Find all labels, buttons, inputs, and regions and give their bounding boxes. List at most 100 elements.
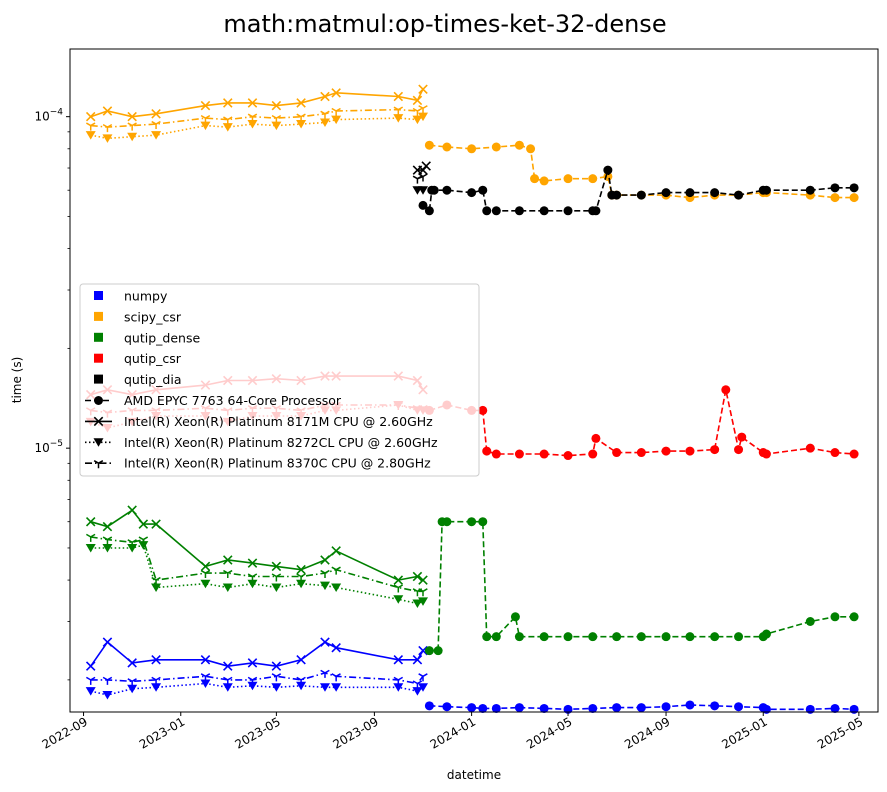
data-point: [412, 107, 423, 117]
data-point: [102, 676, 113, 685]
data-point: [85, 111, 96, 122]
data-point: [393, 106, 404, 115]
data-point: [102, 637, 113, 647]
data-point: [612, 448, 622, 458]
data-point: [85, 687, 96, 696]
series-scipy_csr: [85, 112, 429, 143]
data-point: [296, 120, 307, 129]
series-qutip_dia: [418, 165, 859, 216]
data-point: [563, 451, 573, 461]
legend-item: Intel(R) Xeon(R) Platinum 8370C CPU @ 2.…: [85, 456, 431, 471]
data-point: [102, 106, 113, 116]
data-point: [247, 120, 258, 129]
legend-swatch: [94, 353, 103, 363]
data-point: [442, 142, 452, 152]
data-point: [296, 98, 306, 108]
data-point: [151, 683, 162, 692]
data-point: [102, 536, 113, 545]
data-point: [127, 684, 138, 694]
data-point: [514, 449, 524, 459]
series-numpy: [424, 700, 859, 714]
data-point: [320, 669, 330, 678]
data-point: [102, 134, 113, 143]
data-point: [588, 703, 598, 713]
data-point: [467, 144, 477, 154]
data-point: [661, 188, 671, 198]
data-point: [151, 576, 161, 586]
legend-swatch: [94, 374, 103, 384]
data-point: [761, 449, 771, 459]
data-point: [151, 120, 161, 130]
data-point: [200, 673, 211, 682]
data-point: [442, 517, 452, 527]
data-point: [710, 632, 720, 642]
data-point: [271, 100, 282, 111]
legend-item: scipy_csr: [94, 309, 182, 324]
data-point: [200, 654, 211, 665]
data-point: [127, 658, 137, 668]
data-point: [412, 687, 423, 696]
series-line: [429, 389, 855, 457]
data-point: [102, 691, 113, 700]
data-point: [223, 555, 233, 565]
data-point: [661, 446, 671, 456]
data-point: [849, 612, 859, 622]
data-point: [247, 98, 258, 108]
data-point: [805, 443, 815, 453]
data-point: [151, 109, 161, 119]
data-point: [418, 200, 428, 210]
data-point: [412, 599, 423, 608]
series-qutip_dia: [412, 161, 431, 175]
data-point: [85, 543, 96, 553]
data-point: [514, 140, 524, 150]
data-point: [478, 517, 488, 527]
data-point: [805, 185, 815, 195]
data-point: [418, 597, 429, 606]
data-point: [200, 100, 211, 111]
data-point: [296, 579, 307, 589]
series-qutip_dense: [424, 517, 859, 656]
data-point: [247, 676, 258, 685]
data-point: [393, 595, 404, 604]
plot-frame: [69, 48, 879, 713]
data-point: [530, 174, 540, 184]
data-point: [612, 632, 622, 642]
data-point: [761, 629, 771, 639]
data-point: [331, 107, 341, 117]
data-point: [319, 118, 330, 128]
data-point: [296, 113, 306, 122]
data-point: [247, 558, 258, 568]
data-point: [563, 174, 573, 184]
data-point: [127, 678, 137, 687]
data-point: [412, 115, 423, 125]
data-point: [85, 131, 96, 140]
data-point: [85, 122, 96, 131]
data-point: [539, 176, 549, 186]
data-point: [127, 132, 138, 142]
data-point: [442, 702, 452, 712]
data-point: [247, 658, 258, 668]
data-point: [636, 703, 646, 713]
data-point: [412, 680, 423, 689]
data-point: [320, 110, 330, 119]
data-point: [151, 583, 162, 592]
data-point: [563, 632, 573, 642]
series-line: [90, 640, 424, 668]
data-point: [200, 569, 211, 579]
data-point: [393, 575, 404, 585]
data-point: [539, 703, 549, 713]
data-point: [830, 448, 840, 458]
data-point: [849, 449, 859, 459]
data-point: [591, 433, 601, 443]
data-point: [491, 632, 501, 642]
data-point: [710, 701, 720, 711]
data-point: [418, 105, 428, 114]
data-point: [127, 539, 137, 548]
data-point: [223, 676, 233, 685]
data-point: [510, 612, 520, 622]
data-point: [393, 91, 404, 102]
data-point: [296, 681, 307, 691]
data-point: [331, 683, 342, 692]
legend-label: numpy: [124, 289, 168, 304]
